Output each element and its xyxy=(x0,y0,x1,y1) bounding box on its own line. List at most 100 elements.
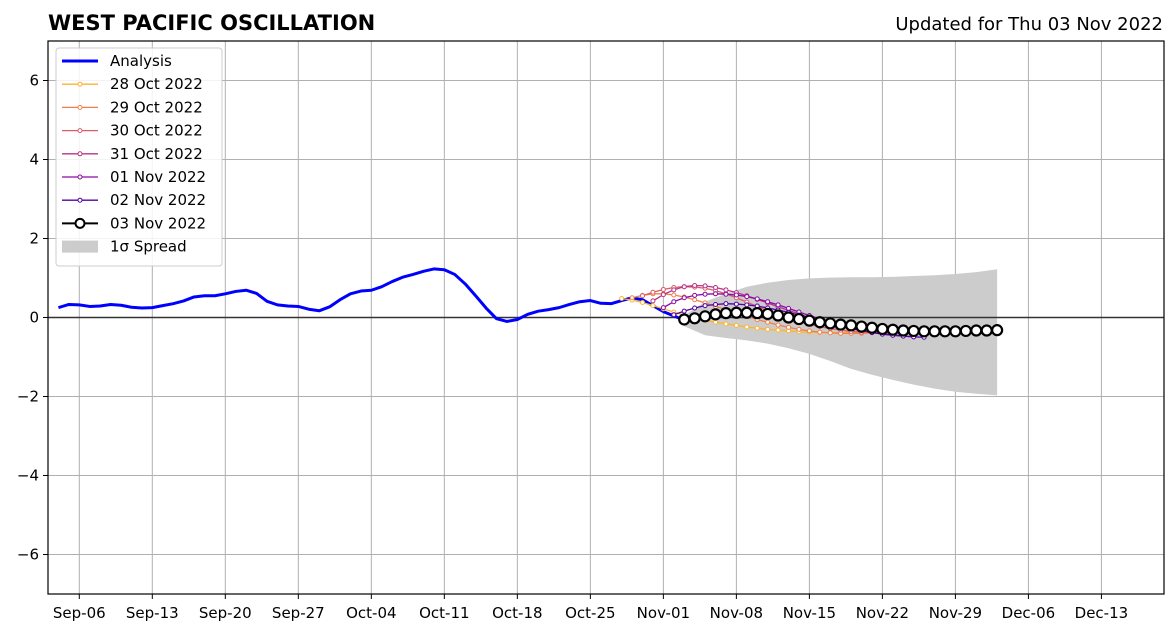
forecast-point xyxy=(761,307,774,321)
x-tick-label: Nov-29 xyxy=(929,604,982,622)
y-tick-label: 6 xyxy=(29,72,39,90)
forecast-point xyxy=(692,283,698,289)
x-tick-label: Sep-13 xyxy=(126,604,179,622)
analysis-line xyxy=(57,267,685,323)
forecast-point xyxy=(692,305,698,311)
forecast-point xyxy=(980,324,993,337)
forecast-point xyxy=(938,325,952,338)
forecast-point xyxy=(796,326,802,332)
forecast-point xyxy=(751,307,764,320)
x-axis: Sep-06 Sep-13 Sep-20 Sep-27 Oct-04 Oct-11 Oct-… xyxy=(53,594,1128,622)
forecast-point xyxy=(713,301,719,307)
forecast-point xyxy=(855,320,868,333)
legend: Analysis 28 Oct 2022 29 Oct 2022 30 Oct 202… xyxy=(55,47,223,267)
forecast-point xyxy=(740,306,753,319)
forecast-point xyxy=(733,301,739,307)
legend-series-marker xyxy=(77,151,83,157)
x-tick-label: Dec-06 xyxy=(1002,604,1056,622)
forecast-point xyxy=(660,305,666,311)
x-tick-label: Nov-08 xyxy=(710,604,763,622)
forecast-point xyxy=(730,306,743,319)
forecast-point xyxy=(713,284,719,290)
forecast-point xyxy=(959,324,972,338)
forecast-point xyxy=(949,325,962,338)
forecast-point xyxy=(671,287,677,293)
forecast-point xyxy=(765,299,771,305)
forecast-point xyxy=(681,295,687,301)
forecast-point xyxy=(650,303,656,309)
legend-series-label: 29 Oct 2022 xyxy=(110,98,203,116)
x-tick-label: Dec-13 xyxy=(1075,604,1129,622)
legend-series-marker xyxy=(77,197,83,203)
x-tick-label: Nov-15 xyxy=(783,604,836,622)
forecast-point xyxy=(681,284,687,290)
forecast-point xyxy=(775,327,781,333)
forecast-point xyxy=(792,312,806,326)
x-tick-label: Nov-22 xyxy=(856,604,909,622)
y-tick-label: −6 xyxy=(17,546,39,564)
forecast-point xyxy=(744,324,750,330)
forecast-point xyxy=(817,329,823,335)
forecast-point xyxy=(744,294,750,300)
forecast-point xyxy=(671,312,677,318)
forecast-point xyxy=(723,287,729,293)
forecast-point xyxy=(681,308,687,314)
forecast-point xyxy=(775,302,781,308)
x-tick-label: Oct-18 xyxy=(492,604,542,622)
forecast-point xyxy=(671,292,677,298)
legend-series-label: 01 Nov 2022 xyxy=(110,168,206,186)
forecast-point xyxy=(928,325,941,338)
forecast-point xyxy=(782,311,795,324)
forecast-point xyxy=(692,292,698,298)
forecast-point xyxy=(765,319,771,325)
x-tick-label: Sep-20 xyxy=(199,604,252,622)
forecast-point xyxy=(650,298,656,304)
forecast-point xyxy=(733,322,739,328)
forecast-point xyxy=(650,289,656,295)
forecast-point xyxy=(702,283,708,289)
forecast-point xyxy=(876,322,889,336)
forecast-point xyxy=(754,325,760,331)
forecast-point xyxy=(723,291,729,297)
forecast-point xyxy=(713,291,719,297)
forecast-point xyxy=(786,324,792,330)
forecast-point xyxy=(678,313,691,326)
y-axis: 6 4 2 0 −2 −4 −6 xyxy=(17,72,48,564)
legend-spread-label: 1σ Spread xyxy=(110,238,187,256)
forecast-point xyxy=(824,317,837,330)
legend-series-label: 28 Oct 2022 xyxy=(110,75,203,93)
x-tick-label: Nov-01 xyxy=(637,604,690,622)
forecast-point xyxy=(754,296,760,302)
y-tick-label: −4 xyxy=(17,467,39,485)
legend-series-marker xyxy=(77,174,83,180)
forecast-point xyxy=(709,308,722,321)
forecast-point xyxy=(640,299,646,305)
legend-analysis-label: Analysis xyxy=(110,52,172,70)
forecast-point xyxy=(660,286,666,292)
x-tick-label: Sep-06 xyxy=(53,604,106,622)
forecast-point xyxy=(771,309,785,322)
forecast-point xyxy=(671,299,677,305)
forecast-point xyxy=(765,326,771,332)
updated-date: Updated for Thu 03 Nov 2022 xyxy=(895,14,1163,35)
forecast-point xyxy=(629,295,635,301)
forecast-point xyxy=(813,316,826,329)
forecast-point xyxy=(702,303,708,309)
y-tick-label: 4 xyxy=(29,151,39,169)
legend-series-label: 03 Nov 2022 xyxy=(110,214,206,232)
forecast-point xyxy=(719,307,733,320)
forecast-point xyxy=(865,321,879,334)
forecast-point xyxy=(970,324,983,337)
forecast-point xyxy=(786,305,792,311)
x-tick-label: Oct-04 xyxy=(346,604,396,622)
forecast-point xyxy=(886,323,899,336)
forecast-point xyxy=(845,319,858,332)
forecast-point xyxy=(723,301,729,307)
legend-spread-swatch xyxy=(62,240,98,253)
legend-series-label: 31 Oct 2022 xyxy=(110,145,203,163)
analysis-series xyxy=(57,267,685,323)
forecast-point xyxy=(698,310,712,323)
x-tick-label: Oct-25 xyxy=(565,604,615,622)
forecast-point xyxy=(692,297,698,303)
